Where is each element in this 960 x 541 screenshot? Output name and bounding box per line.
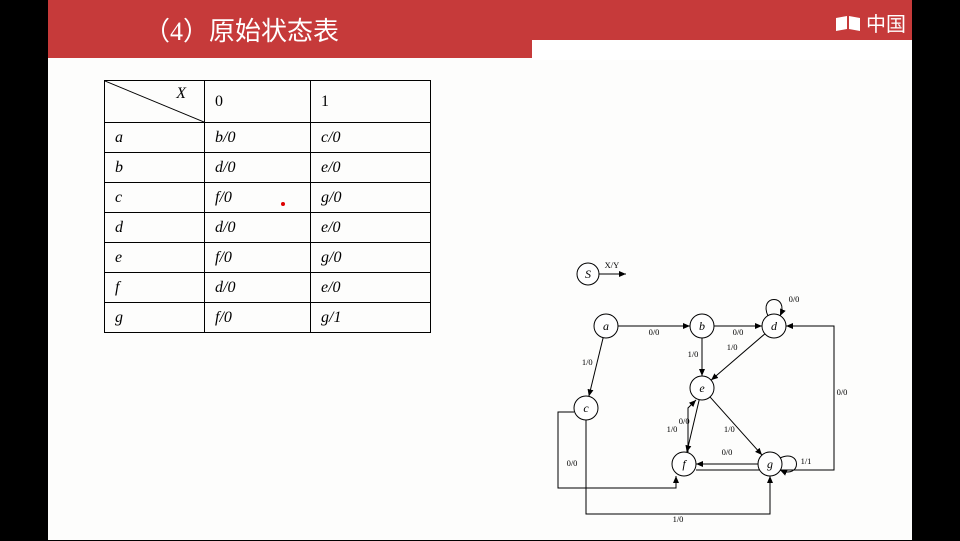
state-cell: a xyxy=(105,123,205,153)
svg-text:0/0: 0/0 xyxy=(722,447,733,457)
svg-text:1/0: 1/0 xyxy=(727,342,738,352)
svg-text:X/Y: X/Y xyxy=(605,260,620,270)
out1-cell: g/0 xyxy=(311,243,431,273)
state-cell: c xyxy=(105,183,205,213)
svg-text:1/0: 1/0 xyxy=(673,514,684,524)
svg-text:c: c xyxy=(583,401,589,415)
out0-cell: b/0 xyxy=(205,123,311,153)
svg-text:e: e xyxy=(699,381,705,395)
logo-text: 中国 xyxy=(866,8,906,37)
svg-text:b: b xyxy=(699,319,705,333)
white-overlay xyxy=(532,40,912,60)
out0-cell: d/0 xyxy=(205,153,311,183)
svg-text:0/0: 0/0 xyxy=(733,327,744,337)
svg-text:g: g xyxy=(767,457,773,471)
column-header-1: 1 xyxy=(311,81,431,123)
svg-text:0/0: 0/0 xyxy=(567,458,578,468)
table-row: cf/0g/0 xyxy=(105,183,431,213)
out1-cell: e/0 xyxy=(311,273,431,303)
out1-cell: g/0 xyxy=(311,183,431,213)
state-diagram: S X/Y 0/0 0/0 0/0 1/0 1/0 1/0 1/0 0/0 0/0 1/1 0/0 1/0… xyxy=(512,256,892,536)
svg-text:0/0: 0/0 xyxy=(837,387,848,397)
svg-text:0/0: 0/0 xyxy=(789,294,800,304)
svg-text:1/1: 1/1 xyxy=(801,456,812,466)
out0-cell: d/0 xyxy=(205,213,311,243)
svg-text:1/0: 1/0 xyxy=(724,424,735,434)
svg-text:0/0: 0/0 xyxy=(649,327,660,337)
table-row: fd/0e/0 xyxy=(105,273,431,303)
slide-title: （4）原始状态表 xyxy=(144,11,339,48)
logo-corner: 中国 xyxy=(834,8,906,37)
diagonal-header-cell: X xyxy=(105,81,205,123)
table-row: dd/0e/0 xyxy=(105,213,431,243)
out0-cell: f/0 xyxy=(205,303,311,333)
pointer-dot xyxy=(281,202,285,206)
out0-cell: d/0 xyxy=(205,273,311,303)
column-header-0: 0 xyxy=(205,81,311,123)
svg-text:1/0: 1/0 xyxy=(582,357,593,367)
out0-cell: f/0 xyxy=(205,183,311,213)
book-icon xyxy=(834,14,862,32)
input-label: X xyxy=(176,85,186,103)
state-cell: f xyxy=(105,273,205,303)
svg-text:a: a xyxy=(603,319,609,333)
out0-cell: f/0 xyxy=(205,243,311,273)
table-row: gf/0g/1 xyxy=(105,303,431,333)
table-row: ab/0c/0 xyxy=(105,123,431,153)
out1-cell: c/0 xyxy=(311,123,431,153)
state-cell: e xyxy=(105,243,205,273)
out1-cell: g/1 xyxy=(311,303,431,333)
state-table: X 0 1 ab/0c/0 bd/0e/0 cf/0g/0 dd/0e/0 ef… xyxy=(104,80,431,333)
svg-text:S: S xyxy=(585,267,591,281)
out1-cell: e/0 xyxy=(311,153,431,183)
state-cell: b xyxy=(105,153,205,183)
svg-text:1/0: 1/0 xyxy=(688,349,699,359)
table-header-row: X 0 1 xyxy=(105,81,431,123)
svg-text:d: d xyxy=(771,319,778,333)
out1-cell: e/0 xyxy=(311,213,431,243)
svg-text:1/0: 1/0 xyxy=(667,424,678,434)
table-row: ef/0g/0 xyxy=(105,243,431,273)
slide: （4）原始状态表 中国 X 0 1 ab/0c/0 bd/0e/0 cf/0g/… xyxy=(48,0,912,540)
state-cell: g xyxy=(105,303,205,333)
table-row: bd/0e/0 xyxy=(105,153,431,183)
state-cell: d xyxy=(105,213,205,243)
